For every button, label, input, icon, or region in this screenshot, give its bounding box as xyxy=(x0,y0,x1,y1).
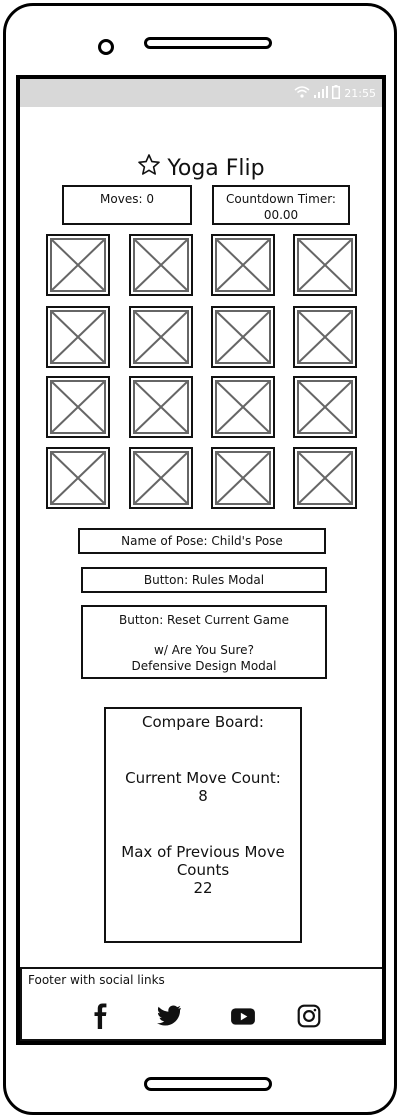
home-button[interactable] xyxy=(144,1077,272,1091)
timer-label: Countdown Timer: xyxy=(226,192,336,206)
image-placeholder-icon xyxy=(215,451,271,505)
moves-counter: Moves: 0 xyxy=(62,185,192,225)
image-placeholder-icon xyxy=(50,451,106,505)
footer-label: Footer with social links xyxy=(28,973,165,987)
screen: 21:55 Yoga Flip Moves: 0 Countdown Timer… xyxy=(16,75,386,1045)
star-icon xyxy=(137,153,161,183)
status-time: 21:55 xyxy=(344,86,376,100)
signal-icon xyxy=(314,85,329,101)
pose-name: Name of Pose: Child's Pose xyxy=(78,528,326,554)
battery-icon xyxy=(332,84,341,102)
image-placeholder-icon xyxy=(50,380,106,434)
image-placeholder-icon xyxy=(50,310,106,364)
reset-button-label: Button: Reset Current Game xyxy=(119,613,289,627)
current-move-label: Current Move Count: xyxy=(125,769,281,787)
game-card[interactable] xyxy=(211,306,275,368)
game-card[interactable] xyxy=(293,447,357,509)
max-move-value: 22 xyxy=(193,879,213,897)
twitter-icon[interactable] xyxy=(156,1003,182,1029)
camera xyxy=(98,39,114,55)
timer-value: 00.00 xyxy=(263,208,299,222)
title-text: Yoga Flip xyxy=(167,155,265,181)
reset-button[interactable]: Button: Reset Current Game w/ Are You Su… xyxy=(81,605,327,679)
image-placeholder-icon xyxy=(297,310,353,364)
game-card[interactable] xyxy=(129,447,193,509)
game-card[interactable] xyxy=(46,447,110,509)
footer: Footer with social links xyxy=(20,967,382,1041)
game-card[interactable] xyxy=(129,306,193,368)
rules-button[interactable]: Button: Rules Modal xyxy=(81,567,327,593)
image-placeholder-icon xyxy=(297,380,353,434)
rules-button-label: Button: Rules Modal xyxy=(143,573,265,587)
speaker xyxy=(144,37,272,49)
image-placeholder-icon xyxy=(133,451,189,505)
image-placeholder-icon xyxy=(297,451,353,505)
game-card[interactable] xyxy=(46,376,110,438)
phone-frame xyxy=(3,3,397,1115)
game-card[interactable] xyxy=(293,376,357,438)
image-placeholder-icon xyxy=(215,380,271,434)
compare-title: Compare Board: xyxy=(142,713,264,731)
compare-board: Compare Board: Current Move Count: 8 Max… xyxy=(104,707,302,943)
image-placeholder-icon xyxy=(50,238,106,292)
image-placeholder-icon xyxy=(297,238,353,292)
game-card[interactable] xyxy=(211,447,275,509)
moves-label: Moves: 0 xyxy=(100,192,154,206)
game-card[interactable] xyxy=(211,234,275,296)
countdown-timer: Countdown Timer: 00.00 xyxy=(212,185,350,225)
current-move-value: 8 xyxy=(198,787,208,805)
game-card[interactable] xyxy=(46,234,110,296)
reset-modal-note: Defensive Design Modal xyxy=(131,659,277,673)
facebook-icon[interactable] xyxy=(88,1003,114,1029)
youtube-icon[interactable] xyxy=(230,1003,256,1029)
image-placeholder-icon xyxy=(133,380,189,434)
instagram-icon[interactable] xyxy=(296,1003,322,1029)
page-title: Yoga Flip xyxy=(20,153,382,183)
game-card[interactable] xyxy=(46,306,110,368)
game-card[interactable] xyxy=(211,376,275,438)
image-placeholder-icon xyxy=(133,238,189,292)
pose-label: Name of Pose: Child's Pose xyxy=(121,534,283,548)
image-placeholder-icon xyxy=(215,310,271,364)
wifi-icon xyxy=(294,85,310,101)
game-card[interactable] xyxy=(293,234,357,296)
reset-confirm-note: w/ Are You Sure? xyxy=(154,643,254,657)
game-card[interactable] xyxy=(129,234,193,296)
game-card[interactable] xyxy=(129,376,193,438)
image-placeholder-icon xyxy=(133,310,189,364)
max-move-label: Max of Previous Move Counts xyxy=(121,843,285,879)
status-bar: 21:55 xyxy=(20,79,382,107)
game-card[interactable] xyxy=(293,306,357,368)
image-placeholder-icon xyxy=(215,238,271,292)
